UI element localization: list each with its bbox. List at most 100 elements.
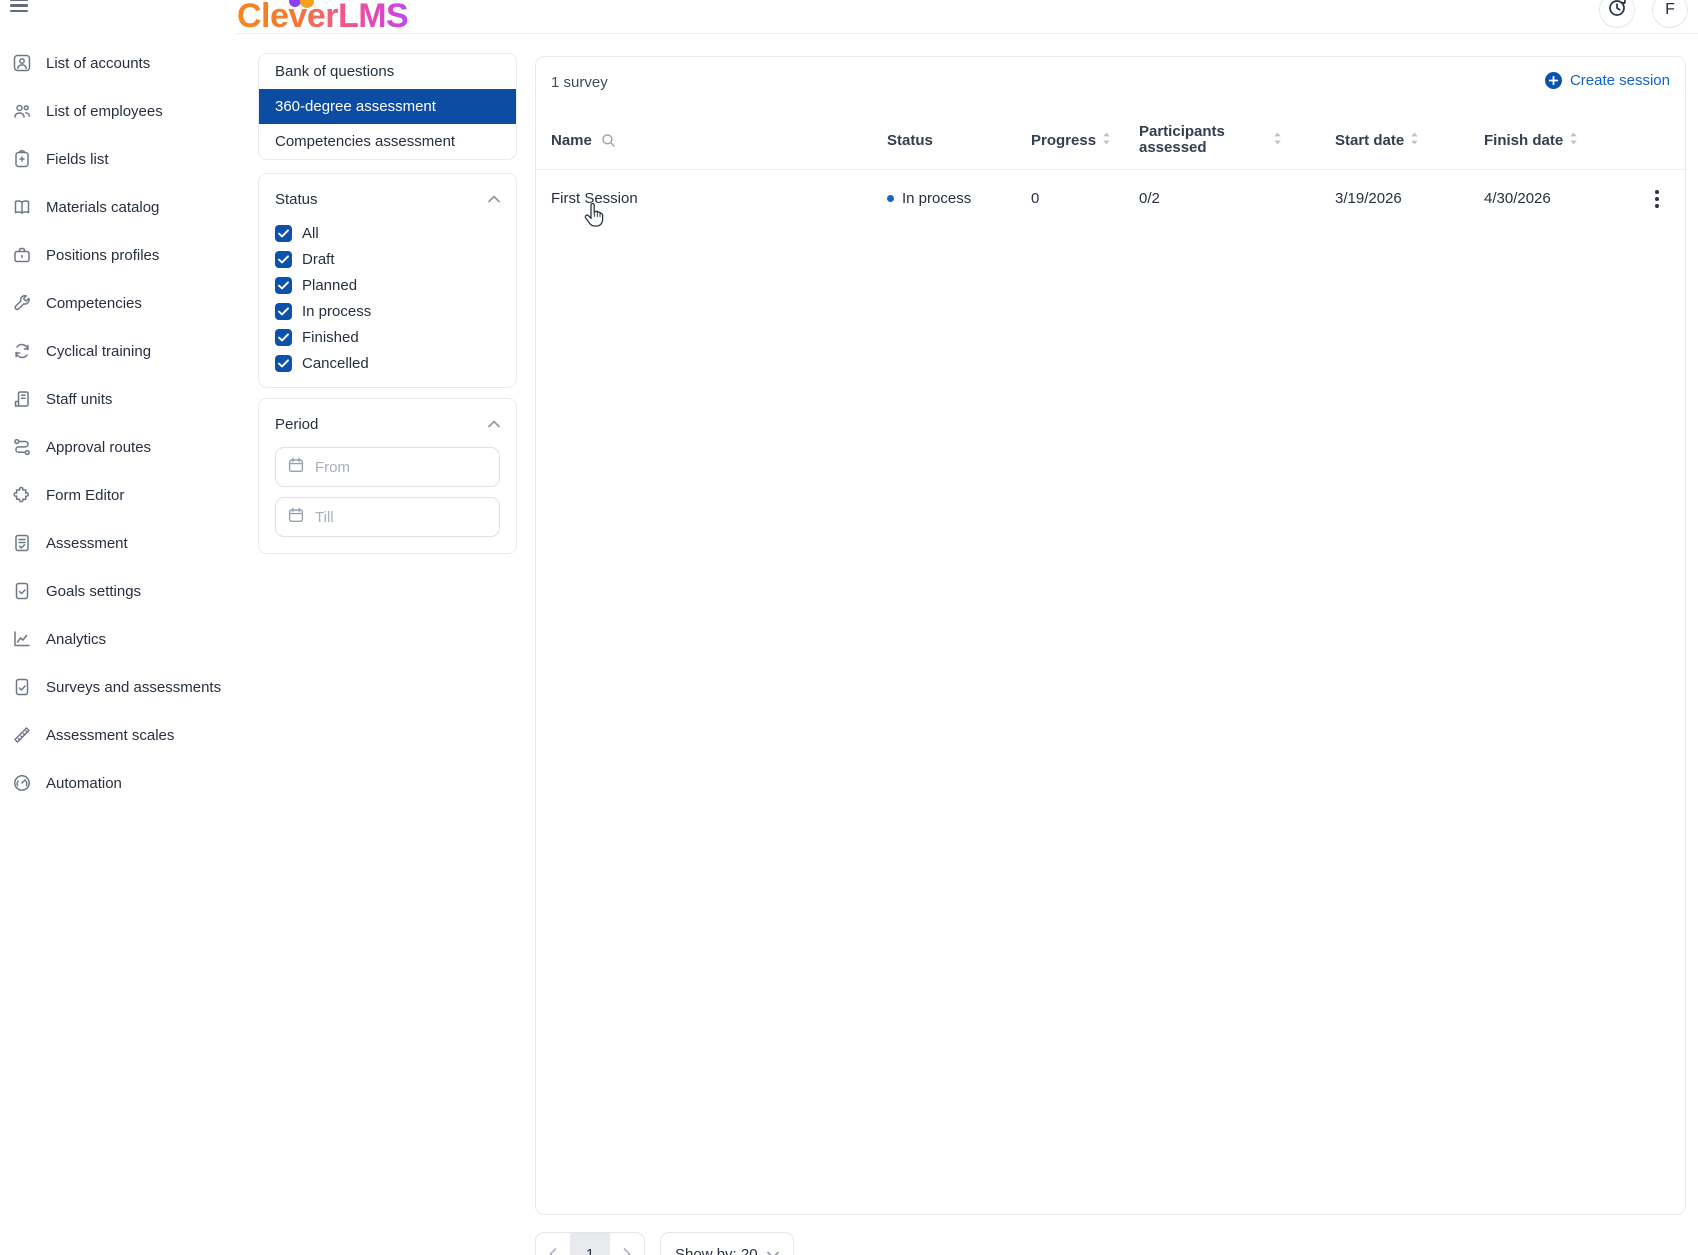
- refresh-icon: [12, 341, 32, 361]
- status-option-all[interactable]: All: [275, 220, 500, 246]
- gauge-icon: [12, 773, 32, 793]
- session-finish-date: 4/30/2026: [1484, 190, 1551, 207]
- sidebar-item-label: Assessment scales: [46, 726, 175, 744]
- sidebar-item-assessment-scales[interactable]: Assessment scales: [0, 711, 236, 759]
- sidebar-item-materials-catalog[interactable]: Materials catalog: [0, 183, 236, 231]
- page-number[interactable]: 1: [570, 1233, 610, 1255]
- status-option-label: Finished: [302, 328, 359, 346]
- column-header-progress[interactable]: Progress: [1031, 131, 1097, 149]
- status-option-label: All: [302, 224, 319, 242]
- period-till-field[interactable]: [275, 497, 500, 537]
- column-header-finish-date[interactable]: Finish date: [1484, 131, 1564, 149]
- status-option-finished[interactable]: Finished: [275, 324, 500, 350]
- sidebar-item-surveys-and-assessments[interactable]: Surveys and assessments: [0, 663, 236, 711]
- sidebar-item-goals-settings[interactable]: Goals settings: [0, 567, 236, 615]
- sidebar-item-list-of-employees[interactable]: List of employees: [0, 87, 236, 135]
- sidebar-item-label: Goals settings: [46, 582, 142, 600]
- period-till-input[interactable]: [313, 507, 487, 527]
- checkbox-checked-icon: [275, 276, 292, 294]
- status-dot-icon: [887, 195, 894, 202]
- chevron-up-icon[interactable]: [488, 415, 500, 433]
- logo-mark-icon: [300, 0, 314, 8]
- tab-bank-of-questions[interactable]: Bank of questions: [275, 63, 395, 80]
- puzzle-icon: [12, 485, 32, 505]
- period-from-field[interactable]: [275, 447, 500, 487]
- status-option-planned[interactable]: Planned: [275, 272, 500, 298]
- pagination: 1: [535, 1232, 645, 1255]
- sessions-panel: 1 survey Create session Name Status Prog…: [535, 56, 1686, 1215]
- sidebar: List of accounts List of employees Field…: [0, 39, 236, 807]
- sidebar-item-cyclical-training[interactable]: Cyclical training: [0, 327, 236, 375]
- sidebar-item-label: Fields list: [46, 150, 109, 168]
- sidebar-item-label: Assessment: [46, 534, 128, 552]
- sort-icon[interactable]: [1102, 132, 1111, 149]
- open-book-icon: [12, 197, 32, 217]
- sidebar-item-label: Form Editor: [46, 486, 125, 504]
- next-page-button[interactable]: [610, 1233, 644, 1255]
- sidebar-item-assessment[interactable]: Assessment: [0, 519, 236, 567]
- row-actions-kebab-icon[interactable]: [1651, 186, 1663, 212]
- status-option-label: Cancelled: [302, 354, 369, 372]
- sidebar-item-fields-list[interactable]: Fields list: [0, 135, 236, 183]
- sidebar-item-label: Positions profiles: [46, 246, 160, 264]
- column-header-start-date[interactable]: Start date: [1335, 131, 1405, 149]
- sidebar-item-form-editor[interactable]: Form Editor: [0, 471, 236, 519]
- checkbox-checked-icon: [275, 302, 292, 320]
- sidebar-item-label: Surveys and assessments: [46, 678, 222, 696]
- checkbox-checked-icon: [275, 250, 292, 268]
- checkbox-checked-icon: [275, 224, 292, 242]
- chevron-up-icon[interactable]: [488, 190, 500, 208]
- tab-competencies-assessment[interactable]: Competencies assessment: [275, 133, 456, 150]
- session-name[interactable]: First Session: [551, 190, 638, 207]
- sidebar-item-competencies[interactable]: Competencies: [0, 279, 236, 327]
- logo-mark-icon: [289, 0, 301, 7]
- file-check-icon: [12, 581, 32, 601]
- status-option-in-process[interactable]: In process: [275, 298, 500, 324]
- status-option-label: Planned: [302, 276, 358, 294]
- people-icon: [12, 101, 32, 121]
- column-header-status[interactable]: Status: [887, 131, 933, 149]
- chevron-down-icon: [766, 1246, 779, 1255]
- show-by-dropdown[interactable]: Show by: 20: [660, 1232, 794, 1255]
- session-start-date: 3/19/2026: [1335, 190, 1402, 207]
- sidebar-item-analytics[interactable]: Analytics: [0, 615, 236, 663]
- route-icon: [12, 437, 32, 457]
- create-session-button[interactable]: Create session: [1544, 72, 1670, 89]
- table-row[interactable]: First Session In process 0 0/2 3/19/2026…: [536, 170, 1685, 227]
- ruler-icon: [12, 725, 32, 745]
- sidebar-item-approval-routes[interactable]: Approval routes: [0, 423, 236, 471]
- assessment-subnav: Bank of questions 360-degree assessment …: [258, 53, 517, 160]
- sidebar-item-staff-units[interactable]: Staff units: [0, 375, 236, 423]
- avatar[interactable]: F: [1652, 0, 1688, 28]
- wrench-icon: [12, 293, 32, 313]
- status-option-cancelled[interactable]: Cancelled: [275, 350, 500, 376]
- history-button[interactable]: [1599, 0, 1635, 28]
- sidebar-item-label: Staff units: [46, 390, 113, 408]
- session-progress: 0: [1031, 190, 1040, 207]
- hamburger-menu-icon[interactable]: [10, 0, 28, 15]
- sidebar-item-list-of-accounts[interactable]: List of accounts: [0, 39, 236, 87]
- sidebar-item-positions-profiles[interactable]: Positions profiles: [0, 231, 236, 279]
- status-option-draft[interactable]: Draft: [275, 246, 500, 272]
- calendar-icon: [288, 507, 304, 528]
- sidebar-item-automation[interactable]: Automation: [0, 759, 236, 807]
- survey-check-icon: [12, 677, 32, 697]
- period-filter-title: Period: [275, 415, 319, 433]
- org-unit-icon: [12, 389, 32, 409]
- sidebar-item-label: Automation: [46, 774, 122, 792]
- search-icon[interactable]: [601, 133, 616, 148]
- status-option-label: Draft: [302, 250, 335, 268]
- tab-360-degree-assessment[interactable]: 360-degree assessment: [259, 89, 516, 124]
- column-header-participants[interactable]: Participants assessed: [1139, 123, 1225, 156]
- previous-page-button[interactable]: [536, 1233, 570, 1255]
- sort-icon[interactable]: [1569, 132, 1578, 149]
- column-header-name[interactable]: Name: [551, 131, 592, 149]
- sort-icon[interactable]: [1273, 132, 1282, 149]
- document-check-icon: [12, 533, 32, 553]
- sort-icon[interactable]: [1410, 132, 1419, 149]
- briefcase-icon: [12, 245, 32, 265]
- session-status: In process: [902, 190, 972, 207]
- sidebar-item-label: Approval routes: [46, 438, 152, 456]
- period-from-input[interactable]: [313, 457, 487, 477]
